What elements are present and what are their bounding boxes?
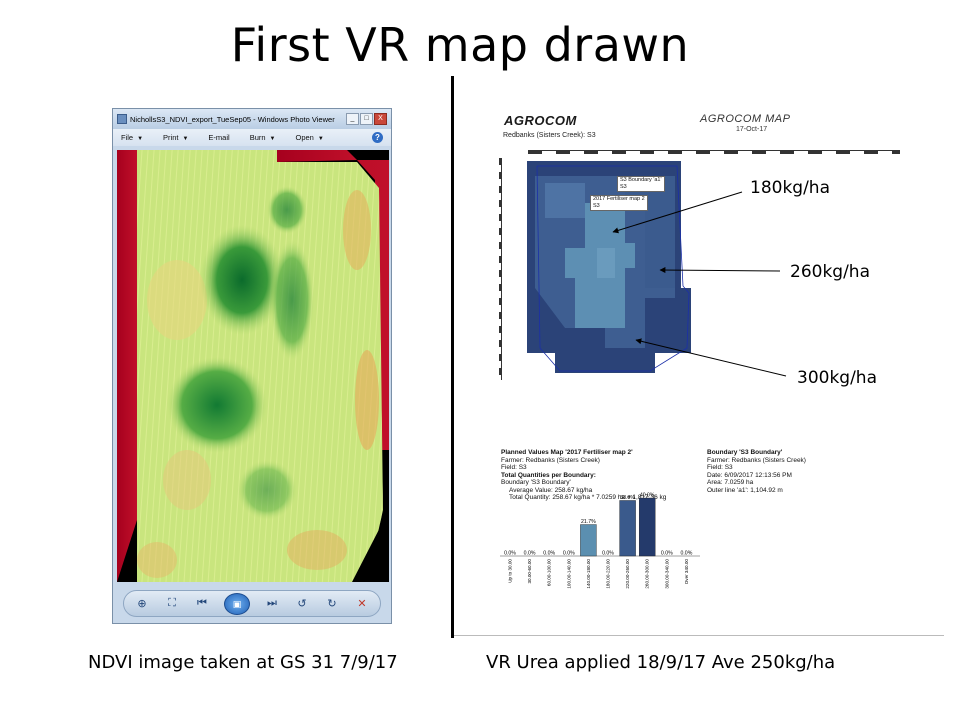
- minimize-button[interactable]: _: [346, 113, 359, 125]
- menu-print[interactable]: Print ▼: [163, 133, 189, 142]
- planned-values-title: Planned Values Map '2017 Fertiliser map …: [501, 449, 633, 456]
- previous-icon[interactable]: ⏮: [197, 597, 207, 609]
- chevron-down-icon: ▼: [182, 136, 189, 142]
- next-icon[interactable]: ⏭: [267, 597, 277, 609]
- rate-histogram-chart: 0.0% Up to 30.00 0.0% 30.00-60.00 0.0% 60.00-…: [500, 493, 700, 589]
- histogram-category-label: 100.00-140.00: [566, 559, 571, 589]
- rotate-right-icon[interactable]: ↻: [327, 598, 337, 610]
- slide-title: First VR map drawn: [230, 18, 690, 72]
- boundary-tag: S3 Boundary 'a1' S3: [617, 176, 665, 192]
- slideshow-icon[interactable]: ▣: [224, 592, 250, 615]
- planned-values-totals-heading: Total Quantities per Boundary:: [501, 471, 596, 479]
- histogram-category-label: 140.00-180.00: [586, 559, 591, 589]
- rate-label-300: 300kg/ha: [797, 368, 878, 388]
- photo-viewer-app-icon: [117, 114, 127, 124]
- chevron-down-icon: ▼: [137, 136, 144, 142]
- planned-values-field: Field: S3: [501, 464, 527, 471]
- caption-ndvi: NDVI image taken at GS 31 7/9/17: [88, 652, 398, 673]
- map-scale-ruler-left: [492, 158, 502, 380]
- histogram-value-label: 0.0%: [504, 551, 516, 557]
- agrocom-map-date: 17-Oct-17: [736, 126, 768, 133]
- histogram-bar: [619, 500, 636, 557]
- viewer-titlebar[interactable]: NichollsS3_NDVI_export_TueSep05 - Window…: [113, 109, 391, 129]
- ndvi-image: [117, 150, 389, 582]
- histogram-value-label: 0.0%: [524, 551, 536, 557]
- viewer-menubar: File ▼ Print ▼ E-mail Burn ▼ Open ▼ ?: [113, 129, 391, 146]
- menu-file[interactable]: File ▼: [121, 133, 144, 142]
- delete-icon[interactable]: ✕: [357, 598, 367, 610]
- histogram-value-label: 21.7%: [581, 519, 596, 525]
- rate-label-180: 180kg/ha: [750, 178, 831, 198]
- histogram-value-label: 0.0%: [563, 551, 575, 557]
- agrocom-map-title: AGROCOM MAP: [700, 113, 791, 125]
- boundary-info-farmer: Farmer: Redbanks (Sisters Creek): [707, 456, 806, 464]
- histogram-category-label: 30.00-60.00: [527, 559, 532, 584]
- boundary-info-date: Date: 6/09/2017 12:13:56 PM: [707, 471, 792, 479]
- histogram-category-label: 180.00-220.00: [606, 559, 611, 589]
- viewer-window-title: NichollsS3_NDVI_export_TueSep05 - Window…: [130, 114, 335, 124]
- slide-divider: [451, 76, 454, 638]
- zoom-icon[interactable]: ⊕: [137, 598, 147, 610]
- histogram-value-label: 0.0%: [543, 551, 555, 557]
- histogram-value-label: 0.0%: [680, 551, 692, 557]
- zone-180-core: [597, 248, 615, 278]
- close-button[interactable]: X: [374, 113, 387, 125]
- planned-values-farmer: Farmer: Redbanks (Sisters Creek): [501, 456, 600, 464]
- photo-viewer-window: NichollsS3_NDVI_export_TueSep05 - Window…: [112, 108, 392, 624]
- rate-label-260: 260kg/ha: [790, 262, 871, 282]
- menu-open[interactable]: Open ▼: [295, 133, 324, 142]
- map-baseline: [454, 635, 944, 636]
- viewer-controls-bar: ⊕ ⛶ ⏮ ▣ ⏭ ↺ ↻ ✕: [123, 590, 381, 617]
- boundary-info-area: Area: 7.0259 ha: [707, 479, 754, 486]
- planned-values-total: Total Quantity: 258.67 kg/ha * 7.0259 ha…: [509, 494, 667, 501]
- fertiliser-map-tag: 2017 Fertiliser map 2 S3: [590, 195, 648, 211]
- histogram-category-label: 60.00-100.00: [547, 559, 552, 587]
- planned-values-summary: Planned Values Map '2017 Fertiliser map …: [501, 449, 666, 502]
- zone-260-north: [545, 183, 585, 218]
- maximize-button[interactable]: □: [360, 113, 373, 125]
- agrocom-field-line: Redbanks (Sisters Creek): S3: [503, 132, 596, 139]
- histogram-category-label: 260.00-300.00: [645, 559, 650, 589]
- histogram-category-label: Up to 30.00: [508, 559, 513, 583]
- agrocom-logo: AGROCOM: [504, 113, 577, 128]
- histogram-category-label: Over 340.00: [684, 559, 689, 585]
- histogram-value-label: 40.0%: [640, 493, 655, 499]
- menu-email[interactable]: E-mail: [208, 133, 230, 142]
- histogram-category-label: 220.00-260.00: [625, 559, 630, 589]
- histogram-value-label: 0.0%: [602, 551, 614, 557]
- boundary-info-field: Field: S3: [707, 464, 733, 471]
- boundary-info: Boundary 'S3 Boundary' Farmer: Redbanks …: [707, 449, 806, 494]
- caption-vr-urea: VR Urea applied 18/9/17 Ave 250kg/ha: [486, 652, 836, 673]
- boundary-info-outer-line: Outer line 'a1': 1,104.92 m: [707, 486, 783, 494]
- fit-icon[interactable]: ⛶: [168, 597, 176, 609]
- vr-zone-map: [527, 161, 691, 373]
- histogram-bar: [580, 524, 597, 557]
- planned-values-boundary: Boundary 'S3 Boundary': [501, 479, 571, 486]
- chevron-down-icon: ▼: [317, 136, 324, 142]
- boundary-info-title: Boundary 'S3 Boundary': [707, 449, 783, 456]
- chevron-down-icon: ▼: [269, 136, 276, 142]
- map-scale-ruler-top: [528, 150, 900, 158]
- help-icon[interactable]: ?: [372, 132, 383, 143]
- ndvi-field-picture: [117, 150, 389, 582]
- histogram-value-label: 0.0%: [661, 551, 673, 557]
- histogram-value-label: 38.3%: [620, 495, 635, 501]
- histogram-bar: [638, 497, 656, 557]
- menu-burn[interactable]: Burn ▼: [249, 133, 276, 142]
- rotate-left-icon[interactable]: ↺: [297, 598, 307, 610]
- planned-values-average: Average Value: 258.67 kg/ha: [509, 486, 593, 494]
- histogram-category-label: 300.00-340.00: [664, 559, 669, 589]
